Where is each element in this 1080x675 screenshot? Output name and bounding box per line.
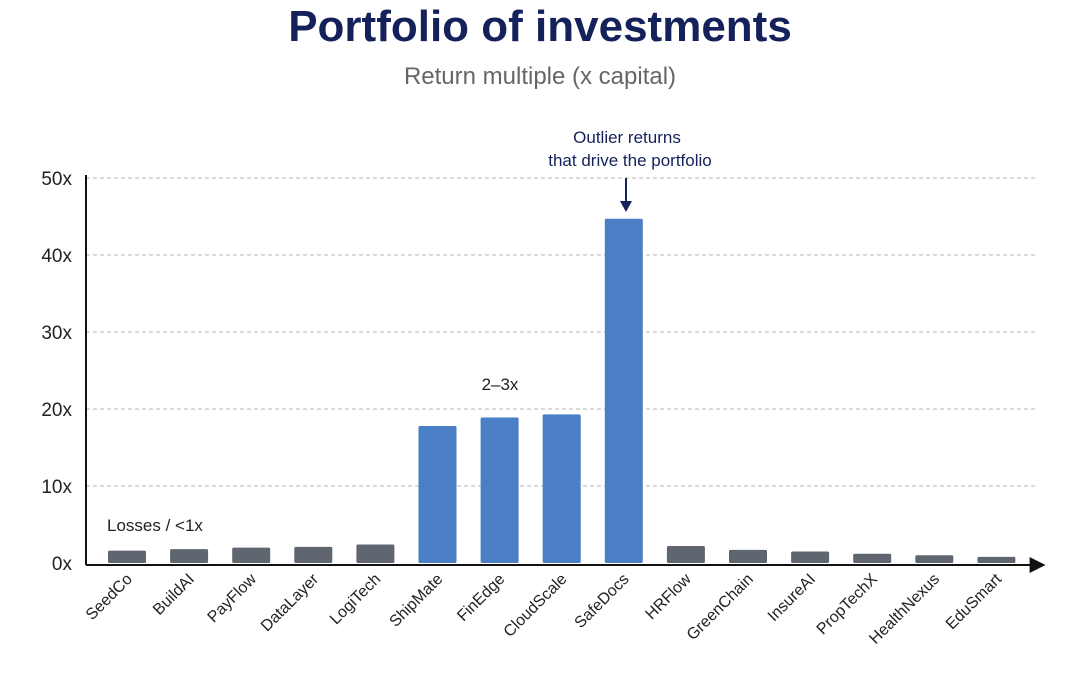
bar-greenchain <box>729 549 767 563</box>
x-tick-label: HRFlow <box>642 570 695 623</box>
bar-proptechx <box>853 553 892 563</box>
bar-payflow <box>232 547 271 563</box>
mid-returns-annotation: 2–3x <box>482 375 519 394</box>
x-tick-label: SeedCo <box>83 571 136 624</box>
x-tick-label: EduSmart <box>943 570 1006 633</box>
bar-hrflow <box>666 546 705 563</box>
y-tick-label: 40x <box>41 246 72 267</box>
bar-cloudscale <box>542 414 581 563</box>
y-tick-label: 0x <box>52 554 73 575</box>
y-tick-label: 10x <box>41 477 72 498</box>
y-tick-label: 30x <box>41 323 72 344</box>
bar-seedco <box>108 550 146 563</box>
x-tick-label: CloudScale <box>501 571 571 641</box>
bar-finedge <box>480 417 519 563</box>
bar-safedocs <box>604 218 643 563</box>
bar-shipmate <box>418 425 457 563</box>
bars <box>108 218 1016 563</box>
x-tick-label: PropTechX <box>814 571 882 639</box>
y-tick-label: 20x <box>41 400 72 421</box>
gridlines <box>86 177 1036 487</box>
x-tick-label: PayFlow <box>205 570 261 626</box>
x-tick-label: InsureAI <box>765 571 819 625</box>
x-tick-label: GreenChain <box>684 571 757 644</box>
bar-buildai <box>170 549 209 563</box>
x-tick-label: SafeDocs <box>572 571 633 632</box>
x-tick-label: BuildAI <box>150 571 198 619</box>
bar-logitech <box>356 544 395 563</box>
outlier-annotation-line2: that drive the portfolio <box>548 151 711 170</box>
y-tick-label: 50x <box>41 169 72 190</box>
outlier-annotation-line1: Outlier returns <box>573 128 681 147</box>
x-tick-label: ShipMate <box>387 571 447 631</box>
x-tick-label: DataLayer <box>258 570 323 635</box>
bar-insureai <box>791 551 830 563</box>
outlier-arrow-icon <box>620 178 632 212</box>
y-axis-ticks: 0x 10x 20x 30x 40x 50x <box>41 169 72 575</box>
bar-datalayer <box>294 546 333 563</box>
chart-subtitle: Return multiple (x capital) <box>403 63 677 90</box>
x-tick-label: FinEdge <box>454 571 508 625</box>
losses-annotation: Losses / <1x <box>107 516 203 535</box>
x-tick-label: LogiTech <box>327 571 384 628</box>
bar-edusmart <box>977 556 1016 563</box>
bar-healthnexus <box>915 555 954 563</box>
chart-title: Portfolio of investments <box>288 2 792 51</box>
